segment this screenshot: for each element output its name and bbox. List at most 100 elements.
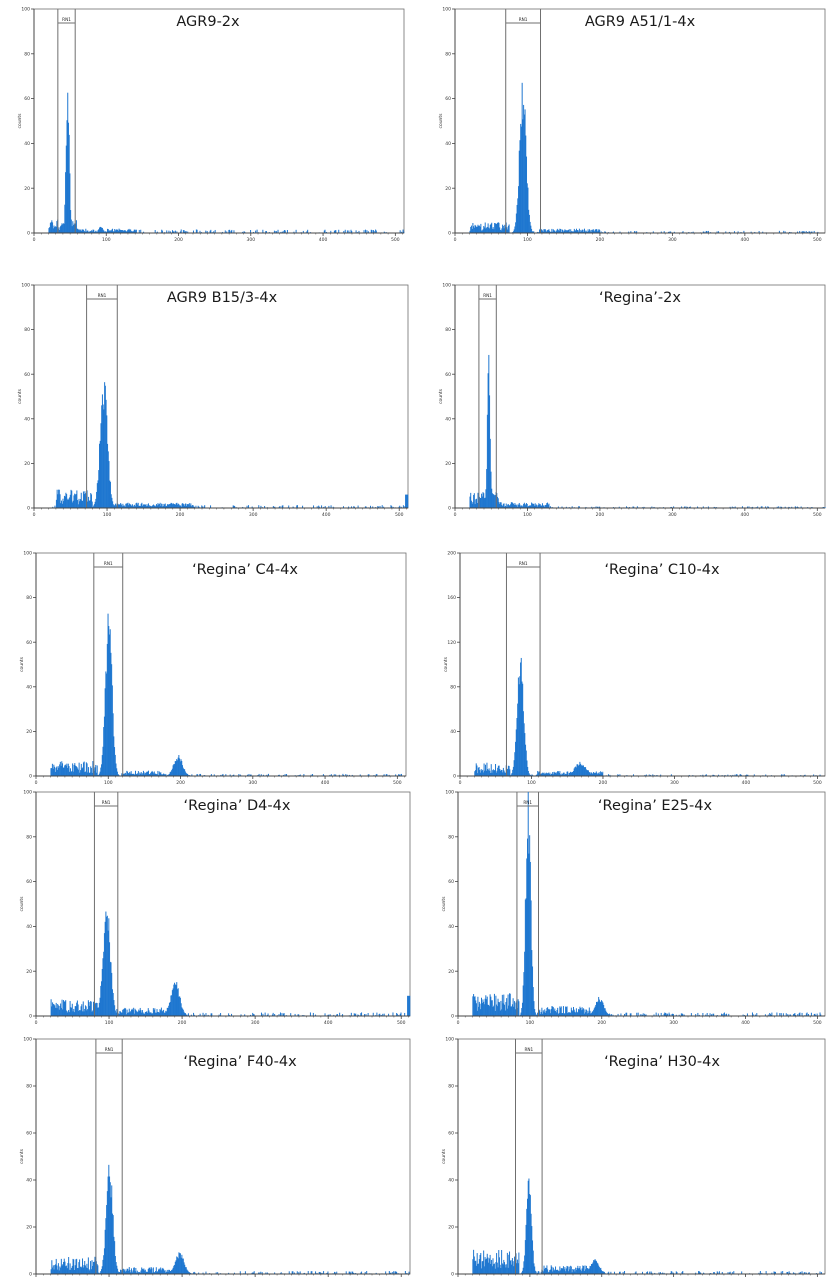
- histogram-bar: [120, 1011, 122, 1016]
- histogram-bar: [594, 772, 596, 776]
- histogram-bar: [49, 222, 51, 233]
- histogram-bar: [189, 775, 191, 776]
- histogram-bar: [99, 227, 101, 233]
- gate-label: RN1: [523, 800, 532, 805]
- histogram-bar: [521, 1008, 523, 1016]
- histogram-bar: [780, 1271, 782, 1274]
- histogram-bar: [357, 232, 359, 233]
- histogram-bar: [107, 613, 109, 776]
- histogram-bar: [527, 792, 529, 1016]
- y-tick-label: 0: [29, 1014, 32, 1020]
- histogram-bar: [663, 231, 665, 233]
- histogram-bar: [71, 1265, 73, 1274]
- histogram-bar: [497, 765, 499, 776]
- histogram-bar: [805, 1272, 807, 1274]
- histogram-bar: [642, 1013, 644, 1016]
- histogram-bar: [573, 228, 575, 233]
- histogram-bar: [802, 231, 804, 233]
- histogram-bar: [474, 504, 476, 508]
- histogram-bar: [84, 772, 86, 776]
- histogram-bar: [506, 227, 508, 233]
- histogram-bar: [65, 1266, 67, 1274]
- histogram-bar: [565, 773, 567, 776]
- histogram-bar: [502, 772, 504, 776]
- histogram-bar: [54, 505, 56, 508]
- histogram-bar: [533, 1001, 535, 1016]
- histogram-bar: [348, 1271, 350, 1274]
- histogram-bar: [113, 1000, 115, 1016]
- histogram-bar: [147, 1012, 149, 1016]
- histogram-bar: [470, 500, 472, 508]
- histogram-bar: [61, 223, 63, 233]
- histogram-bar: [65, 1265, 67, 1274]
- histogram-bar: [529, 835, 531, 1016]
- histogram-bar: [109, 1182, 111, 1274]
- histogram-bar: [575, 767, 577, 776]
- x-tick-label: 0: [35, 1020, 38, 1026]
- histogram-bar: [630, 1013, 632, 1016]
- histogram-bar: [158, 1012, 160, 1016]
- histogram-bar: [688, 774, 690, 776]
- y-tick-label: 40: [26, 684, 32, 690]
- histogram-bar: [562, 1006, 564, 1016]
- histogram-bar: [90, 766, 92, 776]
- histogram-bar: [789, 1272, 791, 1274]
- histogram-bar: [367, 507, 369, 508]
- histogram-bar: [167, 1271, 169, 1274]
- histogram-bar: [155, 506, 157, 508]
- histogram-bar: [597, 230, 599, 233]
- histogram-bar: [395, 1271, 397, 1274]
- histogram-bar: [607, 1272, 609, 1274]
- histogram-bar: [71, 1007, 73, 1016]
- histogram-bar: [569, 1012, 571, 1016]
- histogram-bar: [138, 774, 140, 776]
- histogram-bar: [88, 232, 90, 233]
- histogram-bar: [210, 505, 212, 508]
- histogram-bar: [486, 762, 488, 776]
- histogram-bar: [354, 1273, 356, 1274]
- histogram-bar: [108, 1164, 110, 1274]
- histogram-bar: [181, 1254, 183, 1274]
- histogram-bar: [815, 1273, 817, 1274]
- histogram-bar: [516, 204, 518, 233]
- histogram-bar: [624, 1013, 626, 1016]
- histogram-bar: [557, 230, 559, 233]
- histogram-bar: [533, 504, 535, 508]
- histogram-bar: [195, 505, 197, 508]
- histogram-bar: [166, 505, 168, 508]
- histogram-bar: [383, 231, 385, 233]
- histogram-bar: [104, 688, 106, 776]
- histogram-bar: [70, 1007, 72, 1016]
- histogram-bar: [485, 228, 487, 233]
- histogram-bar: [153, 1271, 155, 1274]
- histogram-bar: [123, 230, 125, 233]
- y-tick-label: 20: [24, 461, 30, 467]
- histogram-bar: [490, 1263, 492, 1274]
- y-tick-label: 20: [24, 186, 30, 192]
- histogram-bar: [57, 229, 59, 233]
- histogram-bar: [177, 988, 179, 1016]
- histogram-bar: [525, 744, 527, 776]
- histogram-bar: [185, 1014, 187, 1016]
- histogram-bar: [176, 1256, 178, 1274]
- histogram-bar: [84, 1005, 86, 1016]
- histogram-bar: [477, 492, 479, 508]
- histogram-bar: [65, 145, 67, 233]
- histogram-bar: [486, 1253, 488, 1274]
- histogram-bar: [179, 505, 181, 508]
- histogram-bar: [646, 1271, 648, 1274]
- histogram-bar: [598, 996, 600, 1016]
- histogram-bar: [66, 499, 68, 508]
- histogram-bar: [152, 772, 154, 776]
- histogram-bar: [607, 232, 609, 233]
- histogram-bar: [142, 773, 144, 776]
- histogram-bar: [321, 505, 323, 508]
- histogram-bar: [123, 1270, 125, 1274]
- histogram-bar: [132, 505, 134, 508]
- histogram-bar: [707, 230, 709, 233]
- histogram-bar: [713, 774, 715, 776]
- y-tick-label: 0: [27, 506, 30, 512]
- histogram-bar: [487, 1004, 489, 1016]
- histogram-bar: [603, 1005, 605, 1016]
- histogram-bar: [165, 506, 167, 508]
